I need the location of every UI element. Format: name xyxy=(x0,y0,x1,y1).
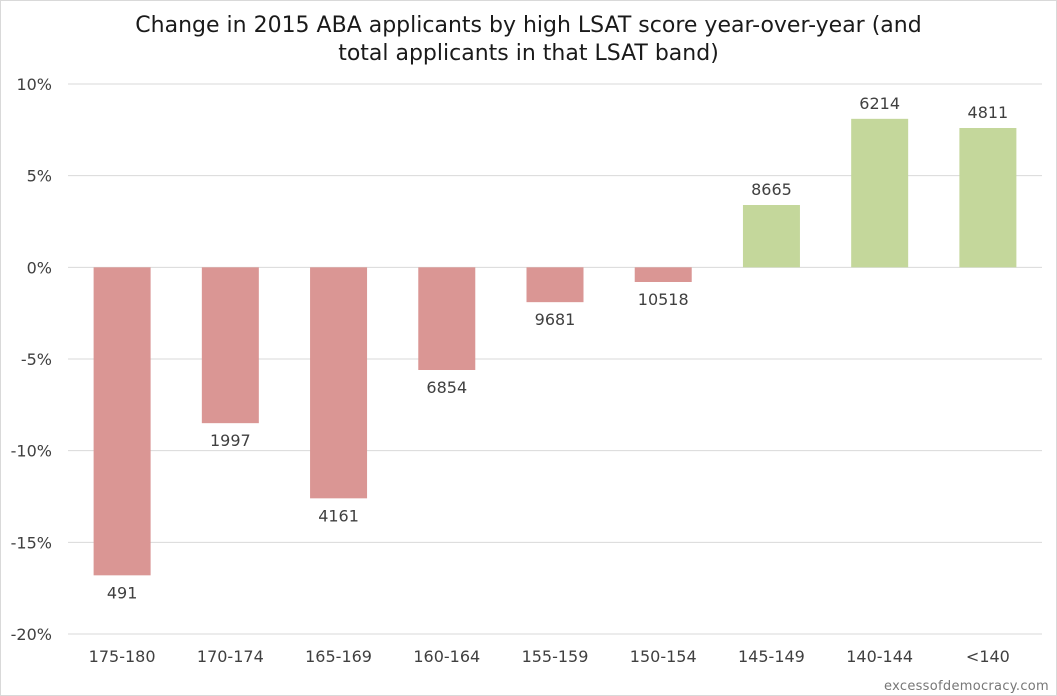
x-tick-label: 145-149 xyxy=(738,647,805,666)
y-tick-label: 10% xyxy=(16,75,52,94)
x-tick-label: 160-164 xyxy=(413,647,480,666)
chart-title-line-1: Change in 2015 ABA applicants by high LS… xyxy=(135,13,922,38)
bar xyxy=(201,267,259,424)
x-tick-label: 155-159 xyxy=(522,647,589,666)
data-label: 6854 xyxy=(426,378,467,397)
y-tick-label: 5% xyxy=(27,167,52,186)
x-tick-label: <140 xyxy=(966,647,1010,666)
data-label: 4161 xyxy=(318,506,359,525)
data-label: 4811 xyxy=(968,103,1009,122)
data-label: 10518 xyxy=(638,290,689,309)
bar xyxy=(742,205,800,268)
y-tick-label: 0% xyxy=(27,258,52,277)
y-tick-label: -20% xyxy=(11,625,52,644)
bar xyxy=(851,118,909,268)
chart-title-line-2: total applicants in that LSAT band) xyxy=(338,41,719,66)
x-tick-label: 165-169 xyxy=(305,647,372,666)
data-label: 9681 xyxy=(535,310,576,329)
bar xyxy=(526,267,584,303)
data-label: 8665 xyxy=(751,180,792,199)
data-label: 1997 xyxy=(210,431,251,450)
y-tick-label: -15% xyxy=(11,533,52,552)
watermark-text: excessofdemocracy.com xyxy=(884,679,1049,694)
bar xyxy=(310,267,368,499)
data-label: 6214 xyxy=(859,94,900,113)
x-tick-label: 170-174 xyxy=(197,647,264,666)
bar xyxy=(418,267,476,370)
bar xyxy=(634,267,692,282)
y-tick-label: -5% xyxy=(21,350,52,369)
data-label: 491 xyxy=(107,583,138,602)
x-tick-label: 150-154 xyxy=(630,647,697,666)
y-tick-label: -10% xyxy=(11,442,52,461)
x-tick-label: 175-180 xyxy=(89,647,156,666)
bar xyxy=(959,128,1017,268)
bar xyxy=(93,267,151,576)
x-tick-label: 140-144 xyxy=(846,647,913,666)
